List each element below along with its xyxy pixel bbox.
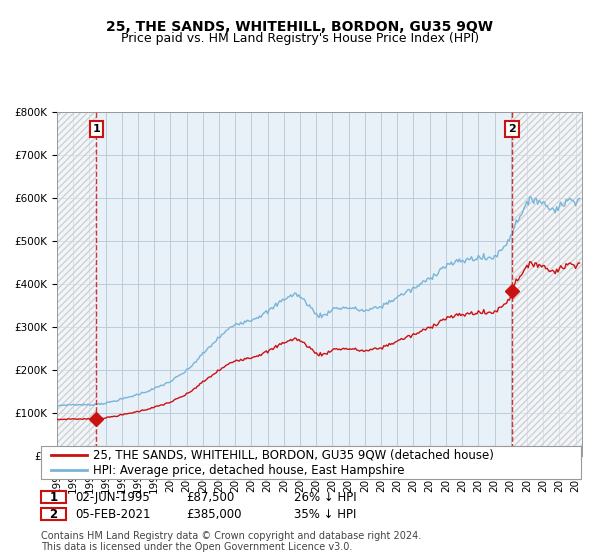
Text: HPI: Average price, detached house, East Hampshire: HPI: Average price, detached house, East…	[93, 464, 404, 477]
Text: 25, THE SANDS, WHITEHILL, BORDON, GU35 9QW (detached house): 25, THE SANDS, WHITEHILL, BORDON, GU35 9…	[93, 449, 494, 461]
Text: Contains HM Land Registry data © Crown copyright and database right 2024.
This d: Contains HM Land Registry data © Crown c…	[41, 531, 421, 553]
Text: 2: 2	[49, 507, 58, 521]
Bar	[57, 112, 96, 456]
Text: 35% ↓ HPI: 35% ↓ HPI	[294, 507, 356, 521]
Text: 1: 1	[49, 491, 58, 504]
Text: 26% ↓ HPI: 26% ↓ HPI	[294, 491, 356, 504]
Bar	[512, 112, 582, 456]
Bar	[57, 112, 96, 456]
Text: 2: 2	[508, 124, 516, 134]
Text: 05-FEB-2021: 05-FEB-2021	[75, 507, 151, 521]
Text: 1: 1	[92, 124, 100, 134]
Text: Price paid vs. HM Land Registry's House Price Index (HPI): Price paid vs. HM Land Registry's House …	[121, 32, 479, 45]
Text: 25, THE SANDS, WHITEHILL, BORDON, GU35 9QW: 25, THE SANDS, WHITEHILL, BORDON, GU35 9…	[107, 20, 493, 34]
Text: £385,000: £385,000	[186, 507, 241, 521]
Text: 02-JUN-1995: 02-JUN-1995	[75, 491, 150, 504]
Bar	[57, 112, 96, 456]
Text: £87,500: £87,500	[186, 491, 234, 504]
Bar	[512, 112, 582, 456]
Bar	[512, 112, 582, 456]
